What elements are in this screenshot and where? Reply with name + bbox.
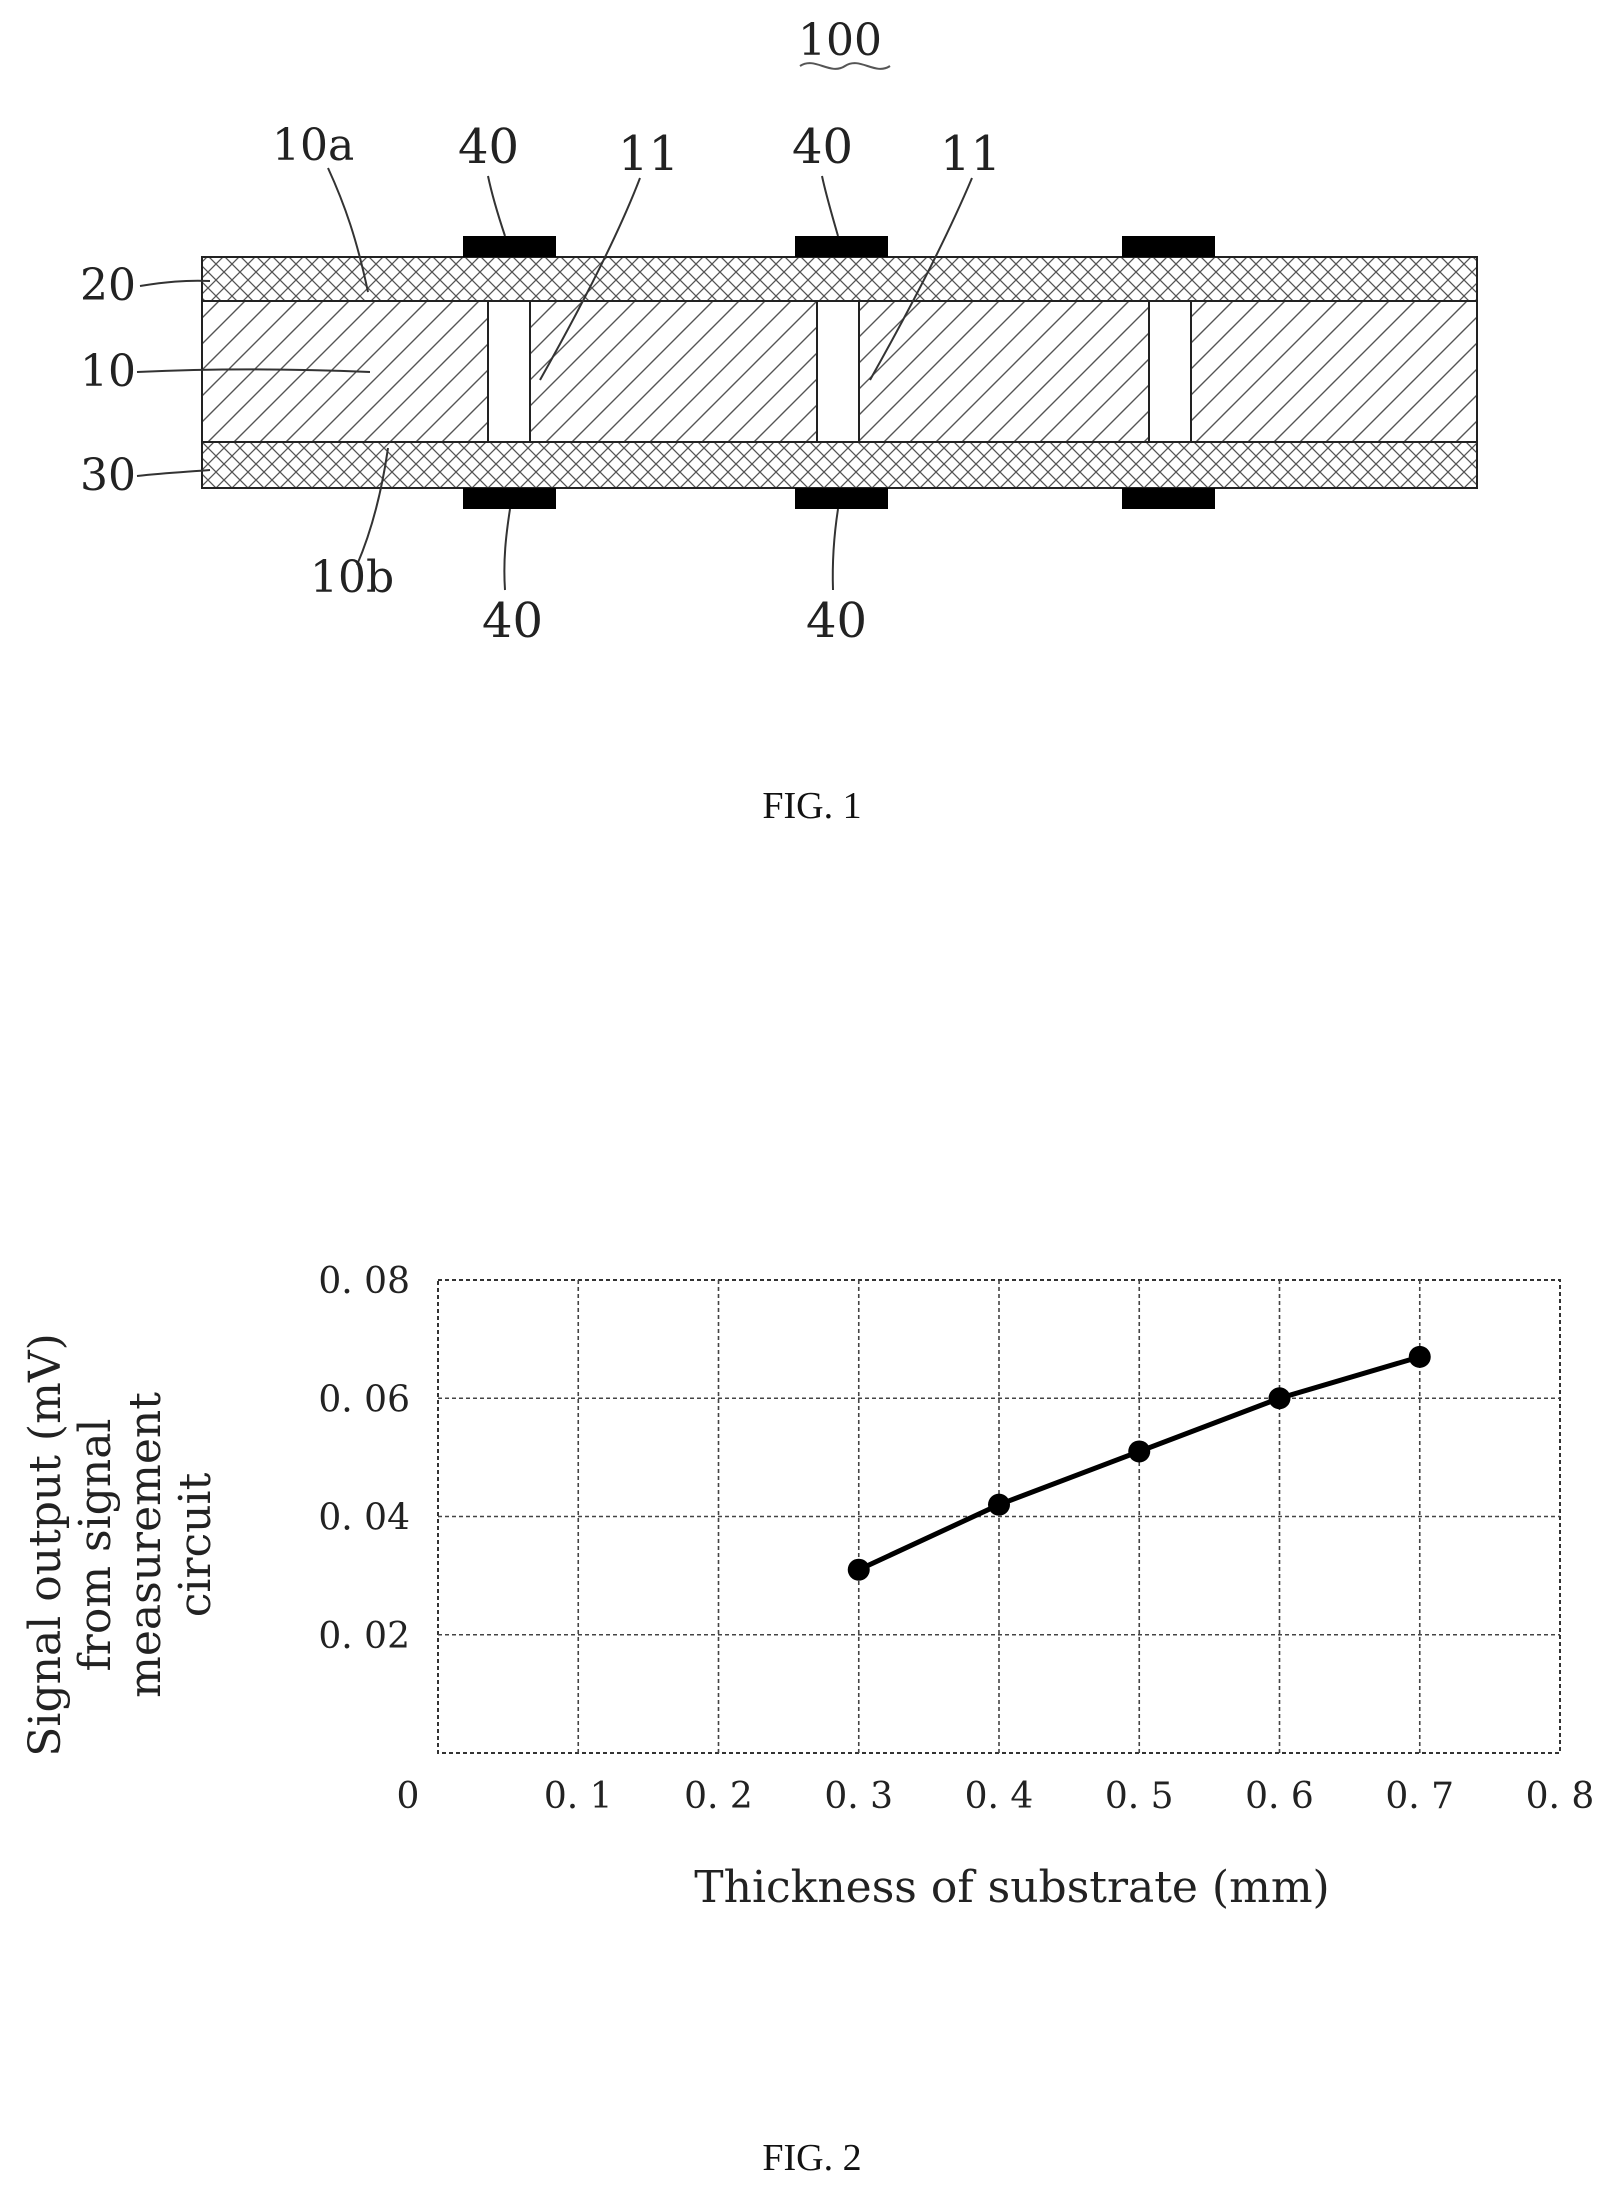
x-tick-label: 0. 4 xyxy=(965,1776,1034,1817)
via-11-b xyxy=(816,300,860,443)
label-20: 20 xyxy=(80,260,136,311)
chart-grid xyxy=(437,1279,1561,1754)
label-40-top-2: 40 xyxy=(792,119,853,175)
x-tick-label: 0 xyxy=(397,1776,420,1817)
via-11-a xyxy=(487,300,531,443)
label-100: 100 xyxy=(798,15,882,66)
label-11-b: 11 xyxy=(940,126,1001,182)
leader-line-20 xyxy=(139,279,211,287)
x-tick-label: 0. 6 xyxy=(1245,1776,1314,1817)
leader-line-40-top-2 xyxy=(821,175,839,237)
series-line xyxy=(857,1354,1421,1572)
y-axis-label-line: circuit xyxy=(170,1472,221,1617)
top-layer-20 xyxy=(201,256,1478,302)
leader-line-10a xyxy=(327,167,369,293)
data-point xyxy=(1408,1345,1431,1368)
y-tick-label: 0. 08 xyxy=(318,1261,410,1302)
x-tick-label: 0. 8 xyxy=(1526,1776,1595,1817)
electrode-40-top-3 xyxy=(1122,236,1215,257)
electrode-40-bottom-3 xyxy=(1122,488,1215,509)
data-point xyxy=(1268,1387,1291,1410)
label-40-bottom-1: 40 xyxy=(482,593,543,649)
fig1-caption: FIG. 1 xyxy=(762,785,862,827)
electrode-40-top-1 xyxy=(463,236,556,257)
x-tick-label: 0. 1 xyxy=(544,1776,613,1817)
y-axis-label-line: measurement xyxy=(120,1392,171,1698)
label-30: 30 xyxy=(80,450,136,501)
leader-line-11-b xyxy=(869,177,973,381)
electrode-40-bottom-1 xyxy=(463,488,556,509)
leader-line-40-top-1 xyxy=(487,175,506,237)
bottom-layer-30 xyxy=(201,441,1478,489)
chart-series xyxy=(847,1345,1431,1581)
plot-frame xyxy=(437,1279,1561,1754)
leader-line-11-a xyxy=(539,177,641,381)
y-tick-label: 0. 02 xyxy=(318,1616,410,1657)
data-point xyxy=(1128,1440,1151,1463)
data-point xyxy=(988,1493,1010,1516)
leader-line-100 xyxy=(799,62,891,70)
leader-line-10b xyxy=(356,447,389,566)
y-axis-label-line: from signal xyxy=(70,1419,121,1672)
fig2-caption: FIG. 2 xyxy=(762,2137,862,2179)
label-10: 10 xyxy=(80,346,136,397)
leader-line-10 xyxy=(136,368,371,373)
x-tick-label: 0. 7 xyxy=(1385,1776,1454,1817)
y-tick-label: 0. 04 xyxy=(318,1498,410,1539)
via-11-c xyxy=(1148,300,1192,443)
data-point xyxy=(847,1558,870,1581)
leader-line-40-bottom-2 xyxy=(831,508,839,591)
electrode-40-top-2 xyxy=(795,236,888,257)
y-tick-label: 0. 06 xyxy=(318,1379,410,1420)
y-axis-label: Signal output (mV) from signal measurement… xyxy=(20,1333,221,1757)
x-tick-label: 0. 3 xyxy=(824,1776,893,1817)
x-tick-label: 0. 5 xyxy=(1105,1776,1174,1817)
label-40-bottom-2: 40 xyxy=(806,593,867,649)
chart-tick-labels: 0 0. 1 0. 2 0. 3 0. 4 0. 5 0. 6 0. 7 0. 8 0. 02 0.… xyxy=(318,1261,1594,1817)
x-tick-label: 0. 2 xyxy=(684,1776,753,1817)
y-axis-label-line: Signal output (mV) xyxy=(20,1333,71,1757)
label-10b: 10b xyxy=(310,552,394,603)
leader-line-30 xyxy=(136,469,211,477)
leader-line-40-bottom-1 xyxy=(503,508,511,591)
label-11-a: 11 xyxy=(618,126,679,182)
fig1-cross-section-diagram: 100 10a 40 11 40 11 20 10 30 10b 40 40 xyxy=(80,15,1478,649)
label-10a: 10a xyxy=(272,120,354,171)
label-40-top-1: 40 xyxy=(458,119,519,175)
electrode-40-bottom-2 xyxy=(795,488,888,509)
x-axis-label: Thickness of substrate (mm) xyxy=(694,1862,1329,1913)
